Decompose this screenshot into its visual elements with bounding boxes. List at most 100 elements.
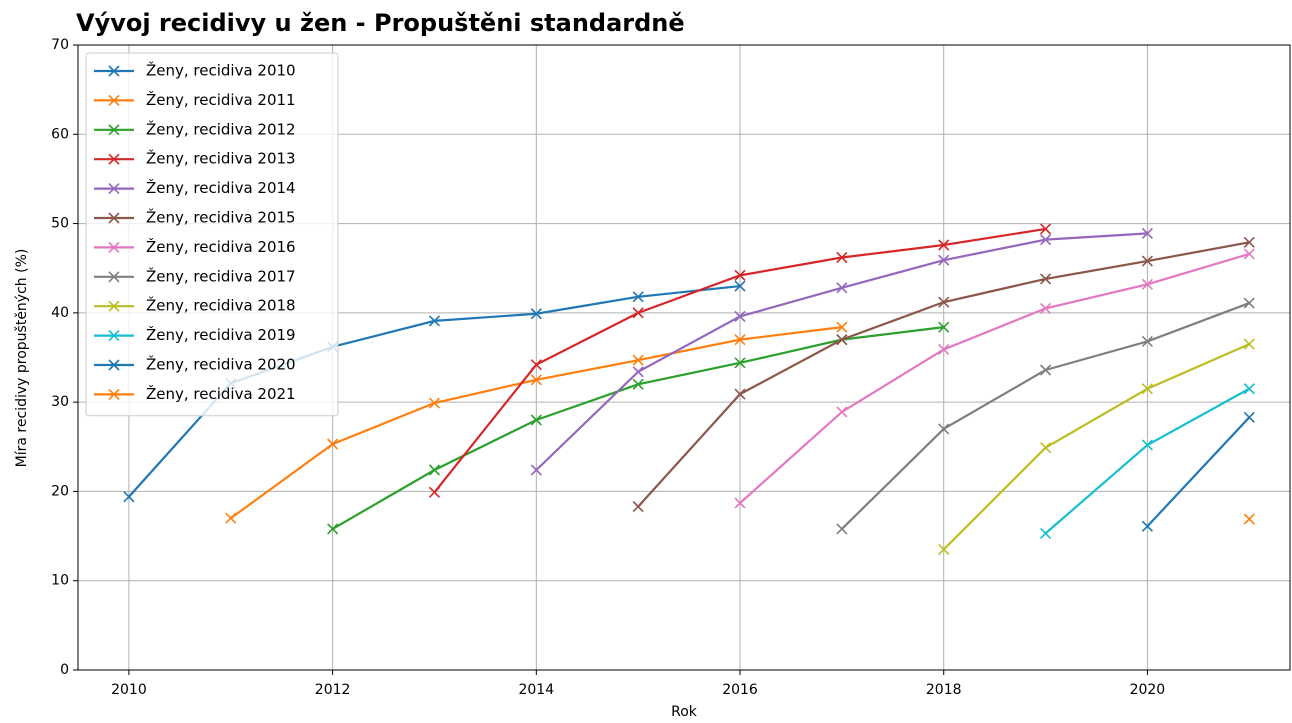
series [632,236,1255,513]
series [1039,383,1255,539]
marker [632,366,644,378]
marker [1039,302,1052,314]
marker [836,523,848,535]
marker [225,512,237,524]
x-tick-label: 2010 [111,682,147,698]
marker [734,388,746,400]
marker [836,406,848,418]
legend-label: Ženy, recidiva 2012 [146,119,296,138]
marker [836,321,848,333]
marker [734,334,746,346]
marker [836,282,848,294]
y-tick-label: 20 [51,483,69,499]
marker [530,374,542,386]
x-tick-label: 2020 [1130,682,1166,698]
marker [1243,411,1255,423]
marker [108,388,120,400]
marker [1039,527,1052,539]
line [1146,416,1251,528]
y-tick-label: 40 [51,305,69,321]
legend-label: Ženy, recidiva 2015 [146,208,296,227]
series [1243,513,1255,525]
series [225,321,848,524]
legend-label: Ženy, recidiva 2018 [146,296,296,315]
series [530,227,1153,476]
legend-label: Ženy, recidiva 2011 [146,90,296,109]
y-tick-label: 50 [51,216,69,232]
line [535,232,1148,471]
series [1141,411,1255,532]
marker [734,280,746,292]
marker [1141,520,1153,532]
marker [108,330,120,342]
marker [428,397,441,409]
legend-label: Ženy, recidiva 2017 [146,266,296,285]
legend-label: Ženy, recidiva 2010 [146,61,296,80]
marker [108,94,120,106]
plot-frame [77,44,1291,671]
series [428,223,1052,498]
marker [938,343,950,356]
marker [734,497,746,509]
marker [1039,223,1052,235]
x-tick-label: 2014 [518,682,554,698]
legend-label: Ženy, recidiva 2021 [146,384,296,403]
legend-label: Ženy, recidiva 2020 [146,355,296,374]
marker [1039,364,1052,376]
marker [836,334,848,346]
marker [632,501,644,513]
marker [938,254,950,266]
series [938,338,1255,556]
marker [108,241,120,253]
marker [1141,439,1153,451]
x-tick-label: 2018 [926,682,962,698]
legend: Ženy, recidiva 2010 Ženy, recidiva 2011 Že… [85,52,339,417]
marker [1039,442,1052,454]
marker [938,296,950,308]
marker [108,153,120,165]
marker [1141,255,1153,267]
x-tick-label: 2012 [315,682,351,698]
legend-label: Ženy, recidiva 2019 [146,325,296,344]
marker [1243,513,1255,525]
marker [1039,273,1052,285]
marker [530,359,542,371]
marker [1243,297,1255,309]
marker [632,307,644,319]
marker [428,315,441,327]
marker [530,414,542,426]
marker [108,300,120,312]
marker [108,212,120,224]
marker [428,486,441,498]
marker [530,464,542,476]
marker [938,423,950,435]
line [332,326,944,530]
marker [108,183,120,195]
legend-box [85,52,339,417]
y-tick-label: 30 [51,394,69,410]
marker [1039,234,1052,246]
marker [938,239,950,251]
marker [1243,383,1255,395]
y-tick-label: 60 [51,126,69,142]
line [739,252,1250,504]
marker [327,438,339,450]
marker [1141,335,1153,347]
marker [734,269,746,281]
marker [836,251,848,264]
marker [632,378,644,390]
y-tick-label: 0 [60,662,69,678]
marker [327,523,339,535]
marker [108,124,120,136]
series [836,297,1255,535]
y-tick-label: 70 [51,37,69,53]
series [734,248,1255,509]
marker [1243,248,1255,260]
marker [428,464,441,476]
marker [123,491,135,503]
marker [938,321,950,333]
marker [530,308,542,320]
marker [632,291,644,303]
line [942,343,1250,551]
